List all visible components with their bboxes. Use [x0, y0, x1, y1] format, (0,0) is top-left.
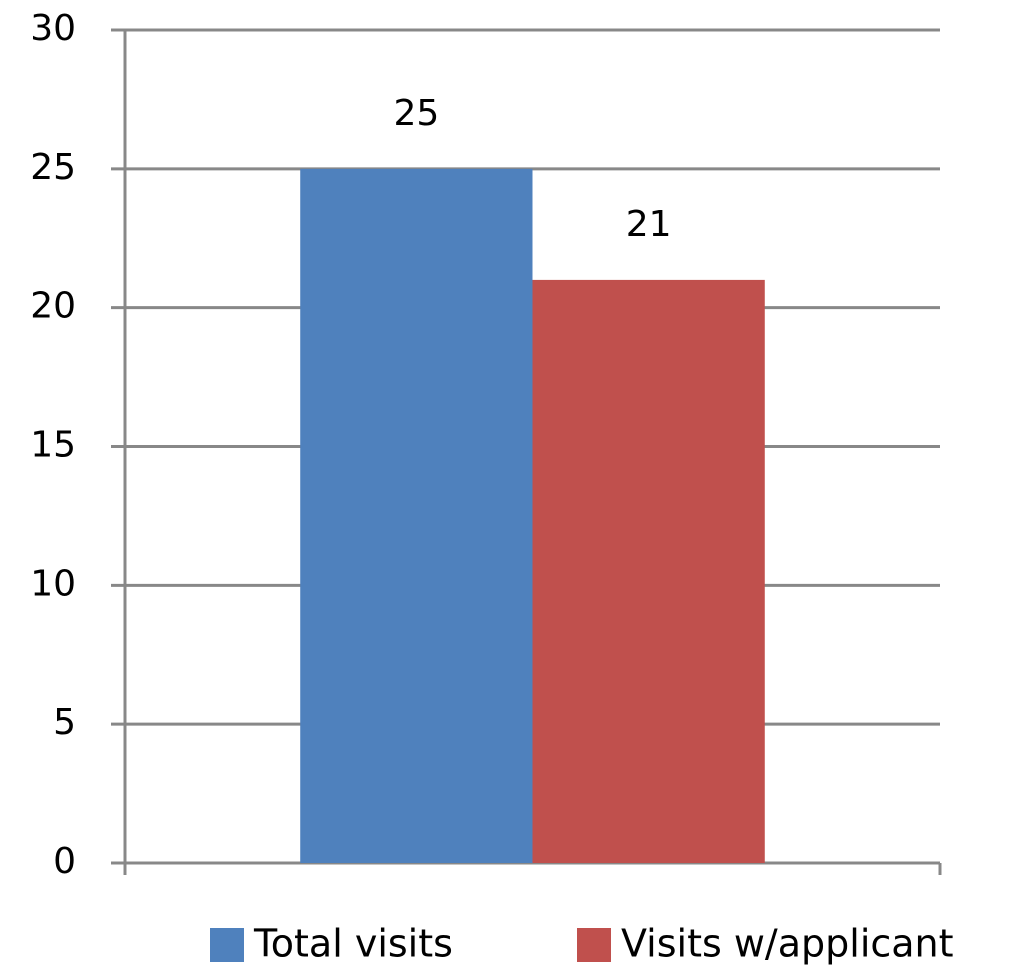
legend-label: Total visits: [253, 922, 453, 966]
y-tick-label: 15: [30, 425, 76, 466]
data-label: 25: [393, 93, 439, 134]
bar: [532, 279, 765, 863]
y-tick-label: 5: [53, 702, 76, 743]
legend-swatch: [210, 928, 244, 962]
y-tick-label: 10: [30, 563, 76, 604]
y-tick-label: 30: [30, 8, 76, 49]
legend-swatch: [577, 928, 611, 962]
bar: [300, 168, 533, 864]
legend-label: Visits w/applicant: [621, 922, 954, 966]
y-tick-label: 20: [30, 286, 76, 327]
y-tick-label: 0: [53, 841, 76, 882]
y-tick-label: 25: [30, 147, 76, 188]
data-label: 21: [626, 204, 672, 245]
